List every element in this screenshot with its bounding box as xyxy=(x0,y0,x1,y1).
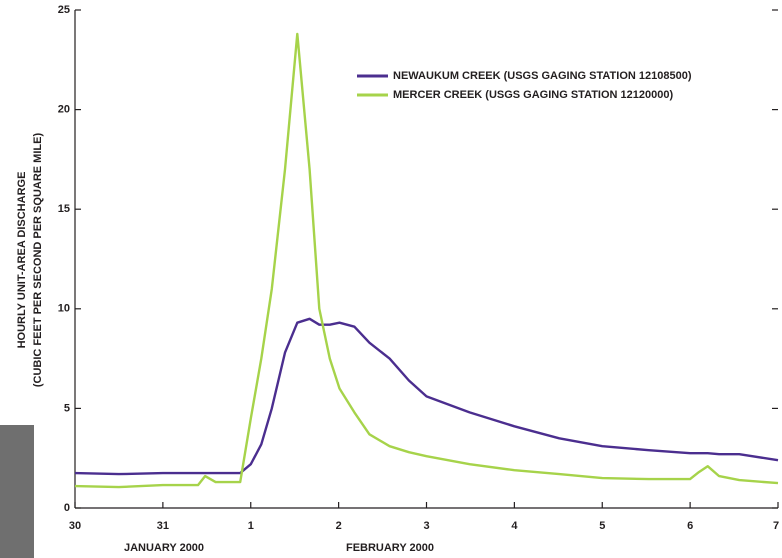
legend-label: NEWAUKUM CREEK (USGS GAGING STATION 1210… xyxy=(393,70,692,82)
x-tick-label: 30 xyxy=(69,520,81,532)
x-axis-label: FEBRUARY 2000 xyxy=(346,542,434,554)
x-tick-label: 31 xyxy=(157,520,169,532)
x-axis-label: JANUARY 2000 xyxy=(124,542,204,554)
y-tick-label: 20 xyxy=(58,104,70,116)
y-tick-label: 25 xyxy=(58,4,70,16)
data-line xyxy=(74,32,779,489)
y-tick-label: 10 xyxy=(58,303,70,315)
x-tick-label: 6 xyxy=(687,520,693,532)
x-tick-label: 5 xyxy=(599,520,605,532)
y-axis-label: HOURLY UNIT-AREA DISCHARGE (CUBIC FEET P… xyxy=(16,133,44,388)
x-tick-label: 2 xyxy=(336,520,342,532)
y-tick-label: 15 xyxy=(58,203,70,215)
y-axis-label: HOURLY UNIT-AREA DISCHARGE xyxy=(16,172,28,349)
photo-fragment xyxy=(0,425,34,558)
x-tick-label: 3 xyxy=(423,520,429,532)
y-tick-label: 0 xyxy=(64,502,70,514)
x-tick-label: 1 xyxy=(248,520,254,532)
data-line xyxy=(74,317,779,476)
y-axis-label: (CUBIC FEET PER SECOND PER SQUARE MILE) xyxy=(32,133,44,388)
x-tick-label: 7 xyxy=(773,520,779,532)
y-tick-label: 5 xyxy=(64,402,70,414)
x-tick-label: 4 xyxy=(511,520,518,532)
legend-label: MERCER CREEK (USGS GAGING STATION 121200… xyxy=(393,89,673,101)
